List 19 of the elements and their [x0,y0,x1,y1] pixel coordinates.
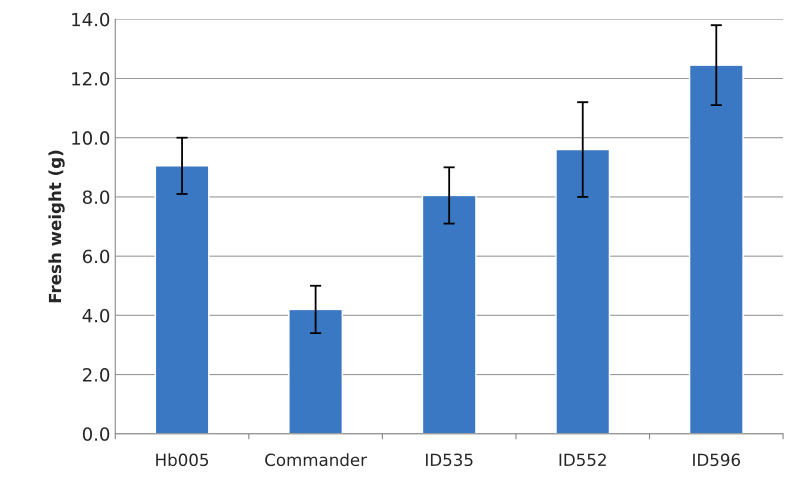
y-tick-label: 12.0 [72,72,110,86]
y-tick-label: 4.0 [82,308,110,322]
bar [555,148,610,434]
bar [288,308,344,434]
y-tick-label: 2.0 [83,368,110,382]
x-tick-label: Commander [265,453,367,466]
y-axis-title: Fresh weight (g) [48,150,65,302]
y-tick-label: 14.0 [72,12,110,26]
x-tick-label: ID552 [560,454,606,466]
x-tick-label: ID596 [693,454,740,466]
bar [422,194,477,434]
y-tick-label: 10.0 [72,131,110,145]
bar [154,165,210,434]
y-tick-label: 0.0 [82,427,110,441]
x-tick-label: ID535 [426,454,472,466]
x-tick-label: Hb005 [156,453,208,466]
y-tick-label: 8.0 [82,190,110,204]
bar [688,64,744,434]
y-tick-label: 6.0 [82,250,110,264]
